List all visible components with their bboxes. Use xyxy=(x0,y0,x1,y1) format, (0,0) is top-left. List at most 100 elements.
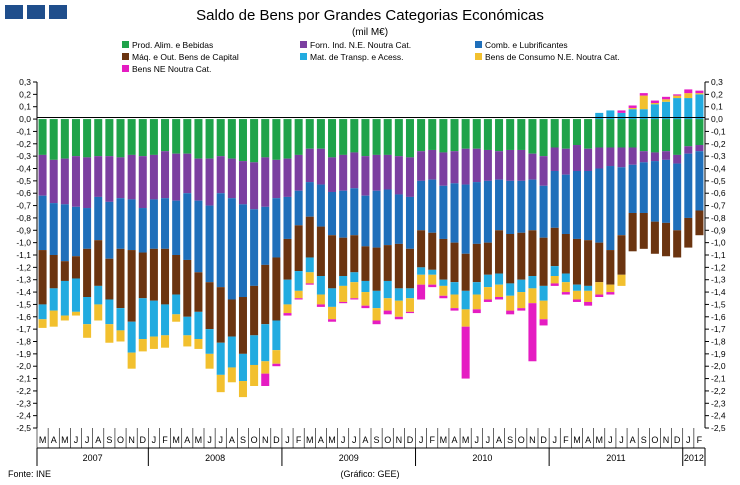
bar-segment-s1-m38 xyxy=(461,148,470,185)
bar-segment-s5-m56 xyxy=(662,99,671,102)
x-month-label: O xyxy=(651,435,658,445)
x-month-label: O xyxy=(384,435,391,445)
bar-segment-s3-m43 xyxy=(517,232,526,280)
y-tick-label-left: -1,5 xyxy=(16,299,31,309)
x-month-label: N xyxy=(396,435,403,445)
bar-segment-s5-m52 xyxy=(617,274,626,286)
bar-segment-s5-m17 xyxy=(227,367,236,383)
bar-segment-s6-m46 xyxy=(550,283,559,286)
bar-segment-s6-m29 xyxy=(361,305,370,309)
bar-segment-s0-m22 xyxy=(283,119,292,159)
bar-segment-s0-m25 xyxy=(316,119,325,149)
y-tick-label-left: -2,0 xyxy=(16,361,31,371)
bar-segment-s1-m39 xyxy=(472,148,481,183)
y-tick-label-left: -1,7 xyxy=(16,324,31,334)
bar-segment-s5-m5 xyxy=(94,304,103,321)
bar-segment-s6-m47 xyxy=(561,292,570,295)
bar-segment-s1-m20 xyxy=(261,157,270,207)
x-month-label: A xyxy=(496,435,502,445)
bar-segment-s1-m16 xyxy=(216,156,225,194)
bar-segment-s3-m52 xyxy=(617,235,626,275)
bar-segment-s2-m10 xyxy=(149,199,158,249)
y-tick-label-left: 0,0 xyxy=(19,114,31,124)
x-month-label: M xyxy=(595,435,603,445)
y-tick-label-right: -1,6 xyxy=(711,312,726,322)
bar-segment-s5-m30 xyxy=(372,308,381,321)
bar-segment-s2-m56 xyxy=(662,159,671,223)
y-tick-label-right: -0,5 xyxy=(711,176,726,186)
bar-segment-s0-m16 xyxy=(216,119,225,157)
bar-segment-s1-m15 xyxy=(205,158,214,206)
bar-segment-s5-m37 xyxy=(450,294,459,309)
bar-segment-s4-m30 xyxy=(372,290,381,309)
bar-segment-s3-m41 xyxy=(495,230,504,274)
bar-segment-s3-m5 xyxy=(94,240,103,286)
bar-segment-s4-m10 xyxy=(149,300,158,337)
y-tick-label-left: -1,2 xyxy=(16,262,31,272)
bar-segment-s3-m59 xyxy=(695,210,704,236)
y-tick-label-left: -0,8 xyxy=(16,213,31,223)
bar-segment-s0-m21 xyxy=(272,119,281,160)
bar-segment-s2-m27 xyxy=(339,190,348,238)
bar-segment-s5-m13 xyxy=(183,335,192,347)
y-tick-label-right: -1,0 xyxy=(711,238,726,248)
legend-swatch xyxy=(300,53,307,60)
bar-segment-s3-m7 xyxy=(116,248,125,309)
logo xyxy=(5,5,67,19)
bar-segment-s3-m16 xyxy=(216,287,225,343)
x-month-label: J xyxy=(619,435,624,445)
bar-segment-s2-m2 xyxy=(60,204,69,262)
x-month-label: F xyxy=(563,435,569,445)
x-month-label: J xyxy=(419,435,424,445)
bar-segment-s0-m10 xyxy=(149,119,158,155)
bar-segment-s1-m12 xyxy=(172,153,181,201)
bar-segment-s5-m15 xyxy=(205,353,214,369)
y-tick-label-left: -0,5 xyxy=(16,176,31,186)
y-tick-label-left: -1,6 xyxy=(16,312,31,322)
bar-segment-s6-m20 xyxy=(261,373,270,386)
legend-swatch xyxy=(122,65,129,72)
bar-segment-s3-m6 xyxy=(105,258,114,300)
bar-segment-s4-m57 xyxy=(673,98,682,120)
bar-segment-s3-m15 xyxy=(205,282,214,330)
bar-segment-s2-m42 xyxy=(506,180,515,234)
bar-segment-s2-m40 xyxy=(483,180,492,243)
x-month-label: S xyxy=(240,435,246,445)
bar-segment-s0-m54 xyxy=(639,119,648,152)
bar-segment-s2-m53 xyxy=(628,164,637,213)
bar-segment-s4-m54 xyxy=(639,109,648,120)
bar-segment-s3-m54 xyxy=(639,212,648,249)
bar-segment-s1-m57 xyxy=(673,154,682,164)
bar-segment-s3-m48 xyxy=(572,238,581,285)
bar-segment-s1-m11 xyxy=(161,151,170,199)
bar-segment-s4-m34 xyxy=(417,267,426,275)
x-month-label: A xyxy=(51,435,57,445)
chart-title: Saldo de Bens por Grandes Categorias Eco… xyxy=(196,7,544,24)
bar-segment-s2-m37 xyxy=(450,183,459,243)
bar-segment-s2-m22 xyxy=(283,196,292,239)
bar-segment-s0-m33 xyxy=(405,119,414,158)
bar-segment-s0-m9 xyxy=(138,119,147,157)
y-tick-label-right: -1,2 xyxy=(711,262,726,272)
bar-segment-s4-m29 xyxy=(361,280,370,293)
x-month-label: O xyxy=(117,435,124,445)
bar-segment-s6-m37 xyxy=(450,308,459,311)
bar-segment-s5-m34 xyxy=(417,274,426,285)
bar-segment-s1-m56 xyxy=(662,151,671,160)
x-month-label: J xyxy=(341,435,346,445)
bar-segment-s4-m46 xyxy=(550,266,559,277)
bar-segment-s3-m58 xyxy=(684,217,693,248)
bar-segment-s0-m12 xyxy=(172,119,181,154)
bar-segment-s1-m5 xyxy=(94,156,103,197)
bar-segment-s5-m19 xyxy=(250,364,259,386)
bar-segment-s6-m31 xyxy=(383,310,392,315)
bar-segment-s0-m40 xyxy=(483,119,492,150)
bar-segment-s2-m51 xyxy=(606,166,615,251)
bar-segment-s5-m3 xyxy=(71,311,80,316)
bar-segment-s0-m31 xyxy=(383,119,392,155)
source-note: Fonte: INE xyxy=(8,469,51,479)
x-month-label: A xyxy=(451,435,457,445)
bar-segment-s2-m7 xyxy=(116,198,125,249)
bar-segment-s4-m26 xyxy=(328,288,337,307)
bar-segment-s2-m47 xyxy=(561,174,570,234)
